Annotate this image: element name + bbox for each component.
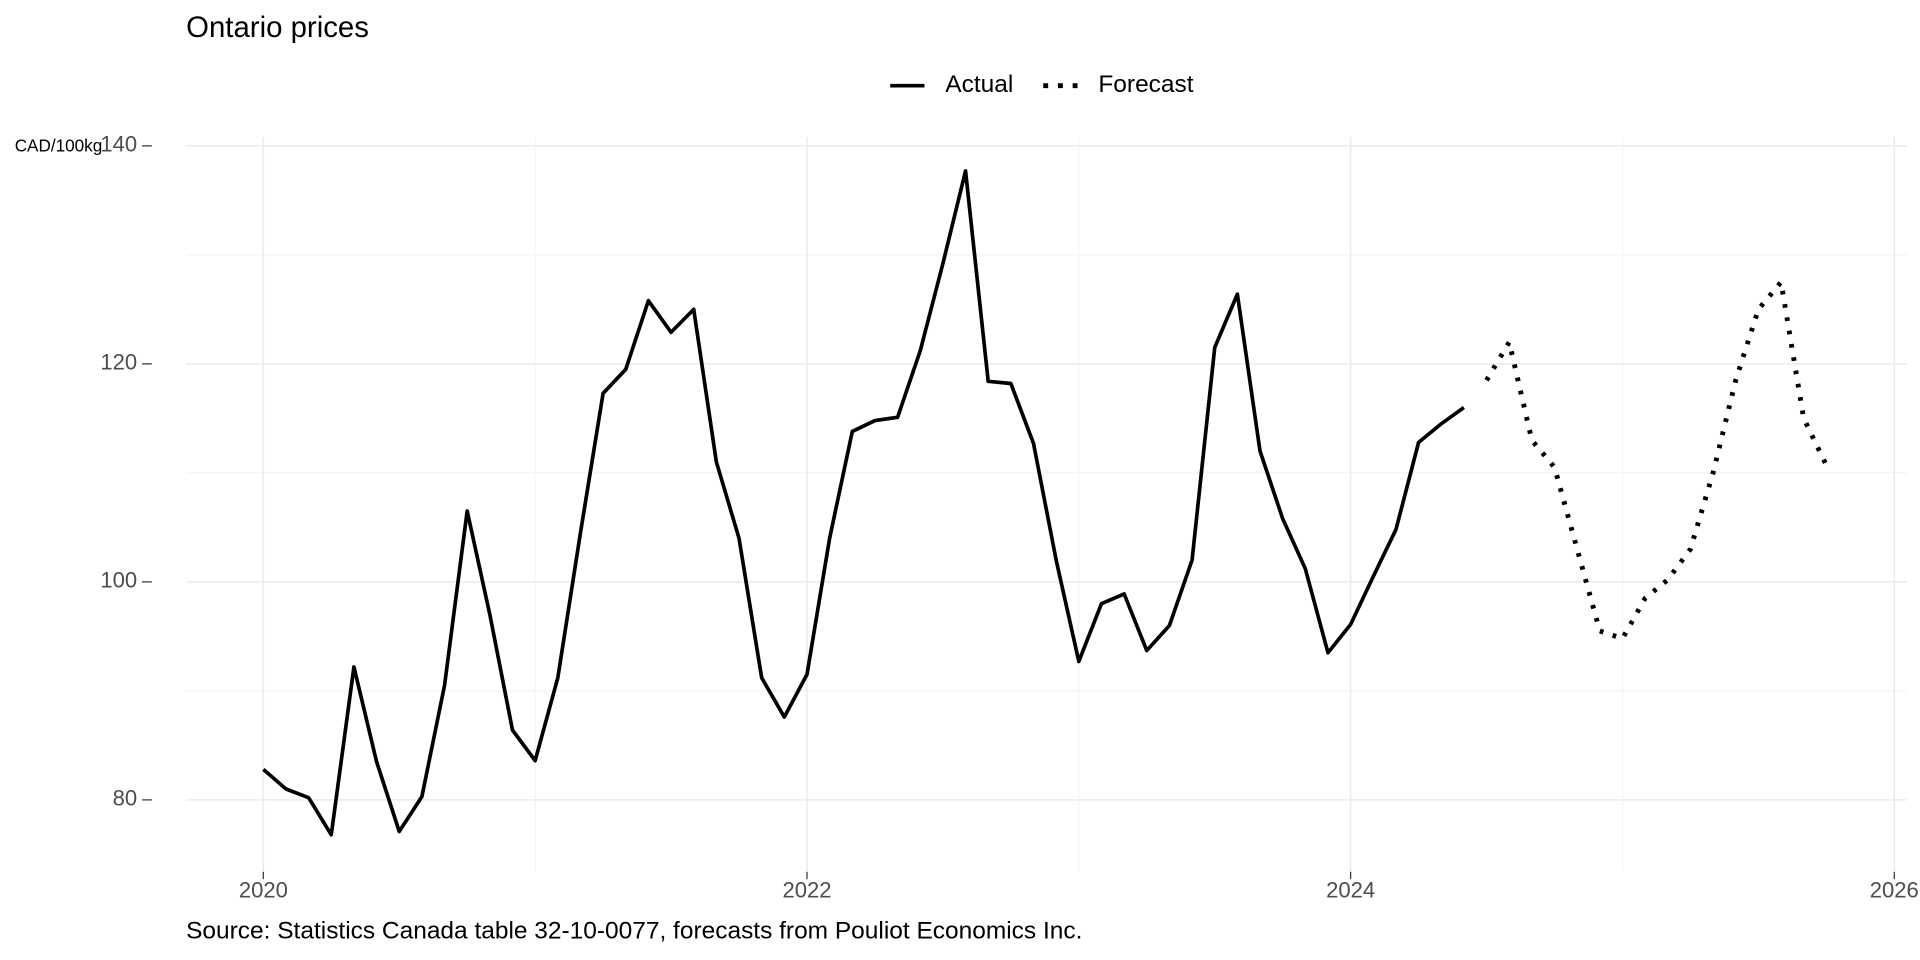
y-tick-label: 140 [100,132,137,157]
caption: Source: Statistics Canada table 32-10-00… [186,917,1082,944]
y-axis-label: CAD/100kg [15,135,103,155]
x-tick-label: 2022 [782,877,831,902]
line-series [262,169,1465,837]
y-tick-label: 100 [100,568,137,593]
legend-label: Forecast [1098,71,1193,98]
y-tick-label: 120 [100,350,137,375]
x-tick-label: 2024 [1326,877,1375,902]
legend-label: Actual [945,71,1013,98]
y-tick-label: 80 [113,786,138,811]
x-tick-label: 2026 [1870,877,1919,902]
chart-title: Ontario prices [186,11,369,44]
line-series [1484,279,1829,642]
x-tick-label: 2020 [239,877,288,902]
